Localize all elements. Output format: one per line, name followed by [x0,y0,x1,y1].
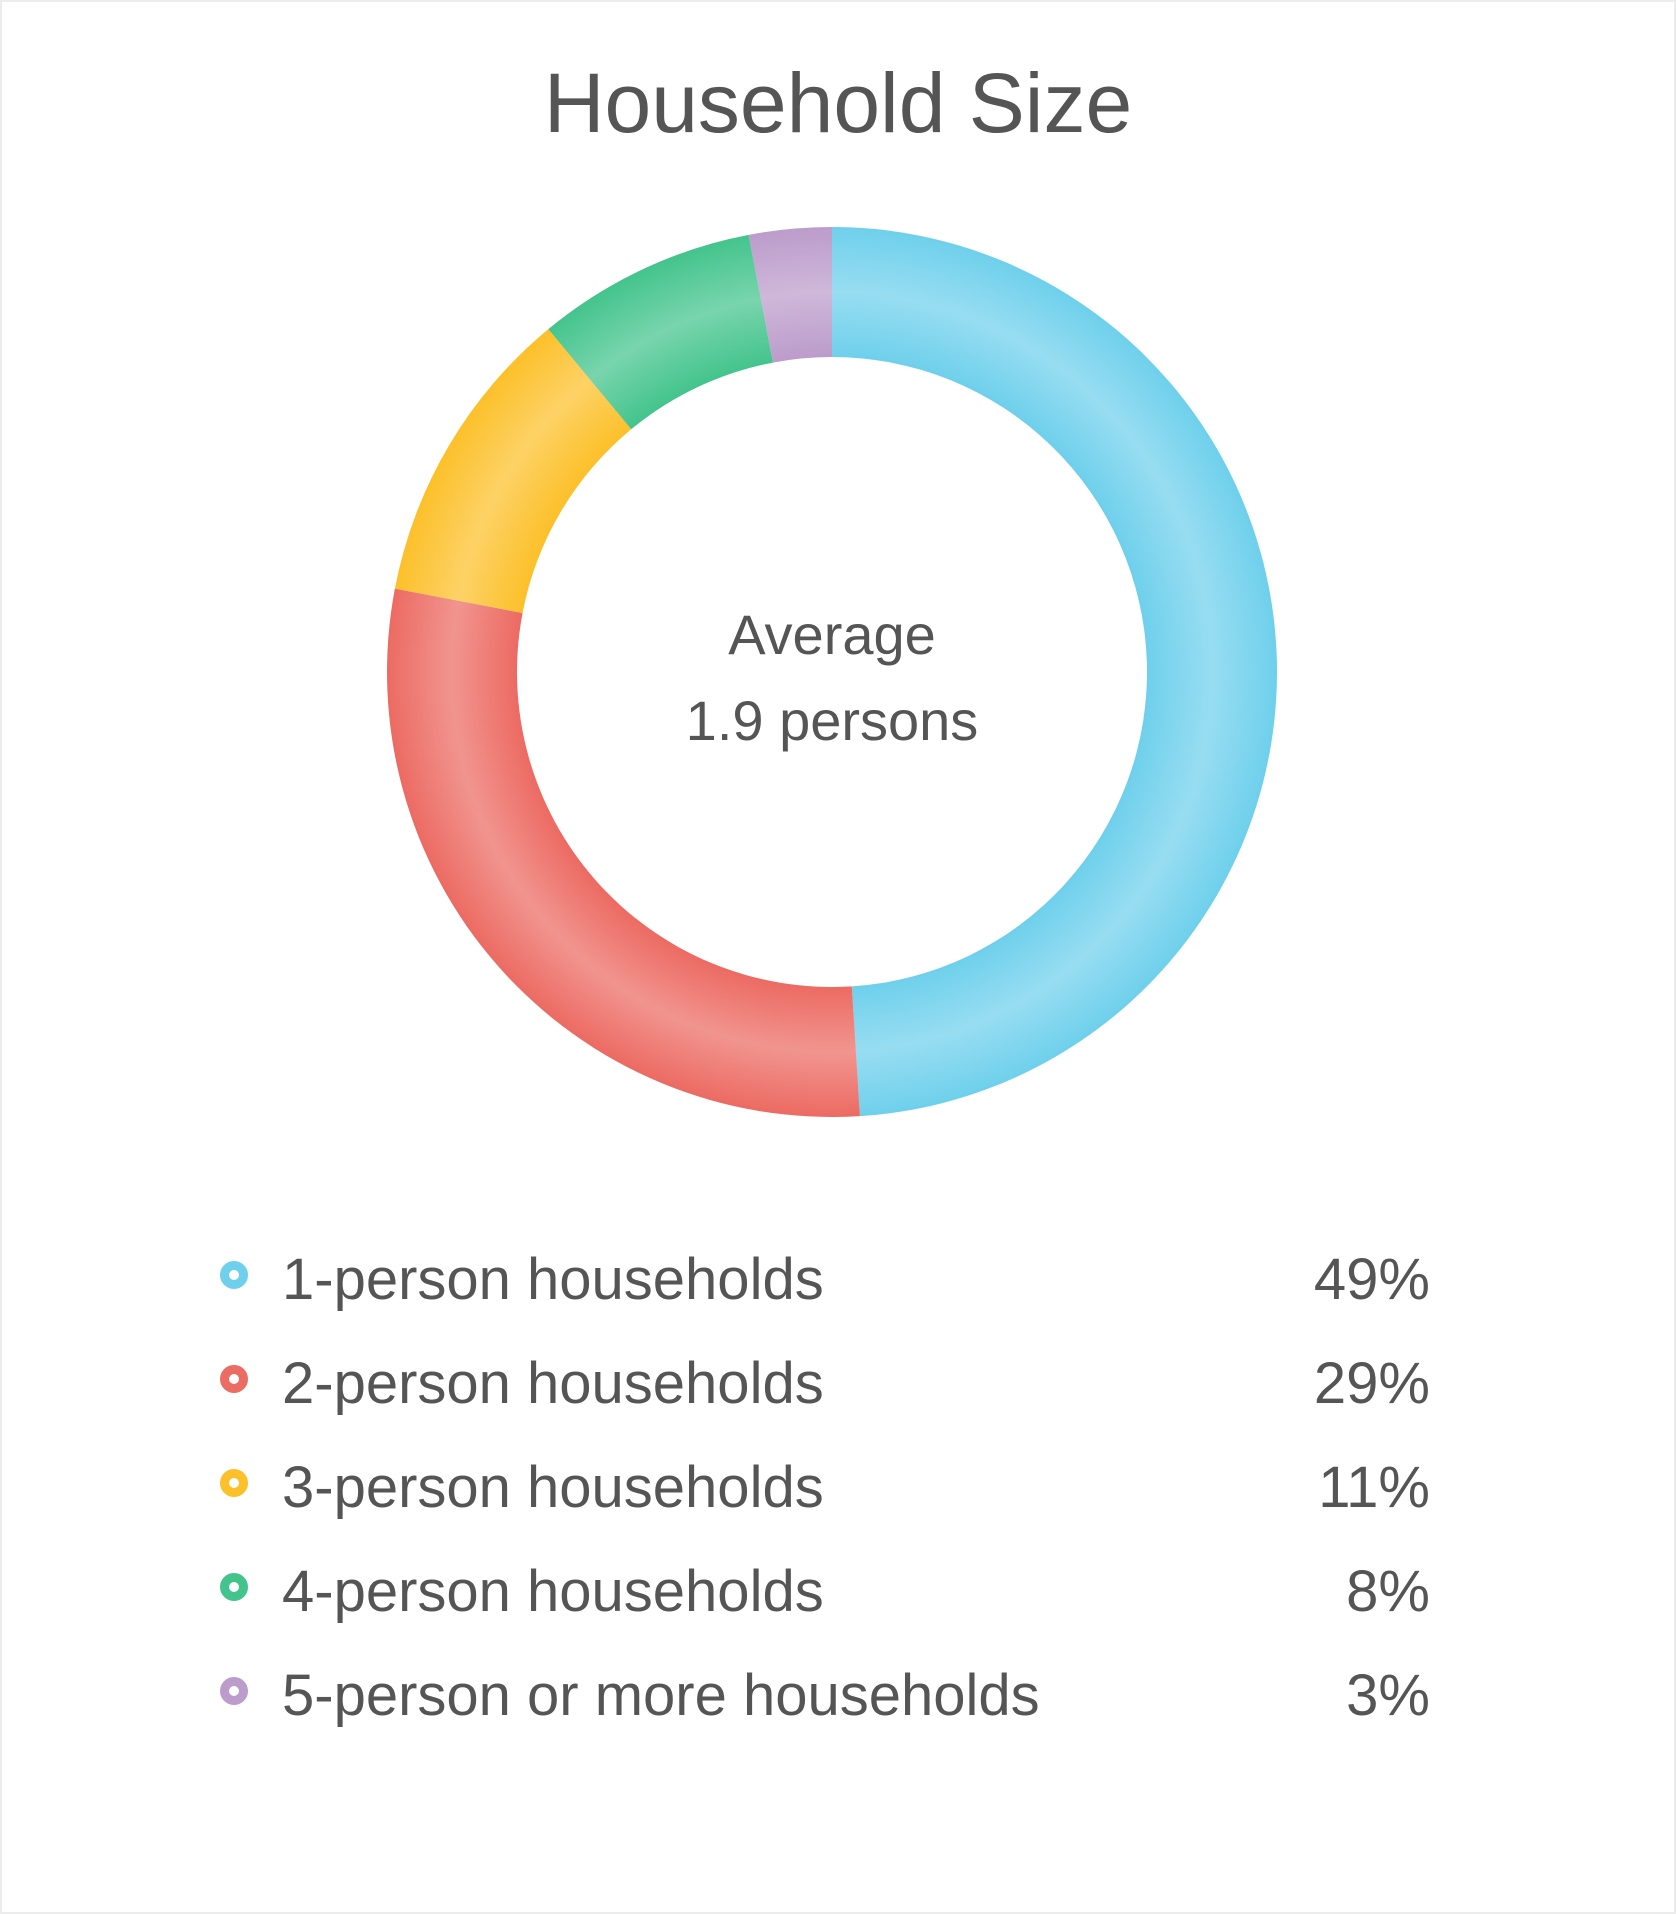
legend-marker-icon [220,1573,248,1601]
legend-item[interactable]: 4-person households 8% [220,1539,1430,1643]
legend-label: 5-person or more households [282,1662,1040,1728]
legend-value: 3% [1346,1662,1430,1728]
legend-value: 29% [1313,1350,1430,1416]
legend-item[interactable]: 1-person households 49% [220,1227,1430,1331]
legend-value: 8% [1346,1558,1430,1624]
legend-value: 49% [1313,1246,1430,1312]
legend-item[interactable]: 3-person households 11% [220,1435,1430,1539]
legend-item[interactable]: 2-person households 29% [220,1331,1430,1435]
legend-label: 1-person households [282,1246,824,1312]
center-label: Average 1.9 persons [382,592,1282,764]
center-label-value: 1.9 persons [685,689,979,752]
center-label-title: Average [728,603,936,666]
legend-marker-icon [220,1261,248,1289]
legend-item[interactable]: 5-person or more households 3% [220,1643,1430,1747]
chart-title: Household Size [543,56,1133,150]
legend-label: 4-person households [282,1558,824,1624]
legend-value: 11% [1318,1454,1430,1520]
legend-label: 2-person households [282,1350,824,1416]
legend-label: 3-person households [282,1454,824,1520]
legend-marker-icon [220,1365,248,1393]
legend: 1-person households 49% 2-person household… [220,1227,1430,1747]
legend-marker-icon [220,1469,248,1497]
legend-marker-icon [220,1677,248,1705]
